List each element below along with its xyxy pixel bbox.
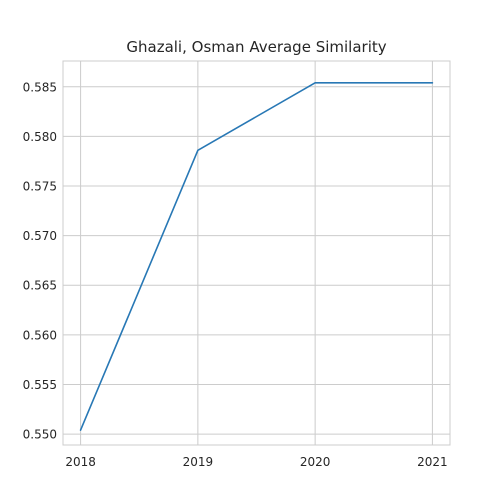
y-axis-ticks: 0.550 0.555 0.560 0.565 0.570 0.575 0.580 0.585: [23, 80, 57, 441]
y-tick-label: 0.550: [23, 428, 57, 442]
y-tick-label: 0.560: [23, 328, 57, 342]
y-tick-label: 0.580: [23, 130, 57, 144]
chart-title: Ghazali, Osman Average Similarity: [126, 38, 386, 56]
y-tick-label: 0.570: [23, 229, 57, 243]
plot-area: [62, 60, 451, 446]
y-tick-label: 0.575: [23, 180, 57, 194]
y-tick-label: 0.565: [23, 279, 57, 293]
x-axis-ticks: 2018 2019 2020 2021: [65, 455, 447, 469]
grid: [63, 61, 450, 445]
y-tick-label: 0.585: [23, 80, 57, 94]
series-layer: [79, 82, 434, 431]
series-line: [79, 82, 434, 431]
x-tick-label: 2019: [183, 455, 214, 469]
x-tick-label: 2021: [417, 455, 448, 469]
x-tick-label: 2020: [300, 455, 331, 469]
y-tick-label: 0.555: [23, 378, 57, 392]
x-tick-label: 2018: [65, 455, 96, 469]
